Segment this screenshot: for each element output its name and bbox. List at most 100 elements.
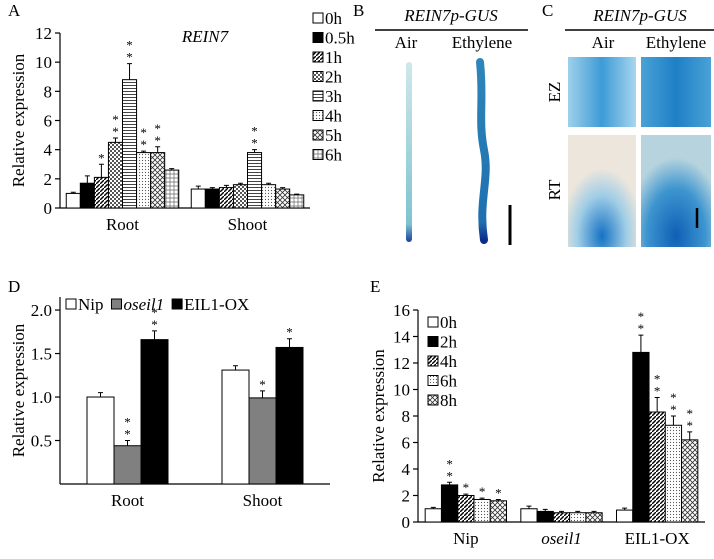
- legend-label: 8h: [440, 391, 458, 410]
- error-bar: [622, 507, 628, 511]
- bar: [275, 188, 291, 209]
- bar: [585, 512, 603, 523]
- legend-swatch: [427, 336, 439, 347]
- x-tick-label: Shoot: [243, 491, 283, 510]
- bar: [113, 445, 142, 485]
- significance-mark: **: [150, 121, 165, 145]
- x-tick-label: EIL1-OX: [625, 529, 690, 548]
- row-label: EZ: [545, 82, 564, 103]
- bar: [190, 188, 206, 209]
- y-tick-label: 12: [393, 354, 410, 373]
- error-bar: [195, 185, 201, 190]
- bar: [247, 152, 263, 209]
- micrograph: [568, 57, 636, 127]
- y-tick-label: 1.0: [31, 388, 52, 407]
- row-label: RT: [545, 179, 564, 200]
- panel-letter: E: [370, 277, 380, 296]
- panel-letter: C: [542, 1, 553, 20]
- column-label: Ethylene: [646, 33, 706, 52]
- legend-label: 4h: [440, 352, 458, 371]
- bar: [289, 194, 305, 209]
- y-tick-label: 8: [44, 82, 53, 101]
- bar: [489, 500, 507, 523]
- column-label: Ethylene: [452, 33, 512, 52]
- legend-swatch: [171, 298, 183, 310]
- error-bar: [447, 481, 453, 485]
- error-bar: [670, 415, 676, 426]
- significance-mark: **: [147, 305, 162, 329]
- error-bar: [266, 182, 272, 185]
- legend-swatch: [312, 129, 324, 141]
- significance-mark: **: [633, 309, 648, 333]
- error-bar: [152, 330, 157, 340]
- bar: [248, 397, 277, 485]
- x-tick-label: Shoot: [228, 215, 268, 234]
- significance-mark: **: [108, 112, 123, 136]
- error-bar: [287, 338, 292, 348]
- legend-swatch: [312, 90, 324, 102]
- legend-label: 0h: [440, 313, 458, 332]
- bar: [648, 411, 666, 523]
- error-bar: [260, 390, 265, 398]
- legend-label: 6h: [325, 145, 343, 164]
- significance-mark: **: [650, 371, 665, 395]
- error-bar: [98, 163, 104, 178]
- error-bar: [209, 187, 215, 190]
- error-bar: [98, 392, 103, 398]
- y-tick-label: 1.5: [31, 344, 52, 363]
- significance-mark: *: [282, 325, 297, 337]
- significance-mark: **: [442, 456, 457, 480]
- significance-mark: *: [491, 485, 506, 497]
- error-bar: [638, 334, 644, 353]
- significance-mark: **: [247, 124, 262, 148]
- bar: [164, 169, 180, 209]
- y-tick-label: 0: [44, 199, 53, 218]
- legend-swatch: [312, 71, 324, 82]
- bar: [204, 188, 220, 209]
- bar: [536, 510, 554, 523]
- bar: [569, 512, 587, 523]
- bar: [632, 351, 650, 523]
- root-image: [476, 58, 490, 244]
- bar: [440, 484, 459, 523]
- bar: [261, 184, 277, 209]
- significance-mark: **: [682, 406, 697, 430]
- legend-label: 0.5h: [325, 28, 355, 47]
- chart-title: REIN7: [181, 27, 230, 46]
- legend-label: 5h: [325, 126, 343, 145]
- significance-mark: **: [120, 415, 135, 439]
- legend-label: oseil1: [124, 295, 165, 314]
- error-bar: [233, 365, 238, 371]
- legend-swatch: [312, 32, 324, 43]
- y-tick-label: 14: [393, 327, 411, 346]
- root-image: [406, 62, 412, 242]
- error-bar: [526, 505, 532, 509]
- legend-label: 3h: [325, 87, 343, 106]
- legend-label: Nip: [78, 295, 104, 314]
- legend-swatch: [111, 298, 122, 310]
- bar: [232, 184, 248, 209]
- error-bar: [237, 182, 243, 185]
- error-bar: [169, 168, 175, 171]
- bar: [150, 152, 166, 209]
- bar: [552, 512, 571, 523]
- bar: [93, 176, 109, 209]
- legend-swatch: [427, 394, 439, 406]
- bar: [473, 498, 491, 523]
- y-tick-label: 4: [44, 141, 53, 160]
- x-tick-label: Nip: [453, 529, 479, 548]
- legend-label: EIL1-OX: [184, 295, 249, 314]
- significance-mark: *: [458, 480, 473, 492]
- legend-swatch: [312, 51, 324, 63]
- y-tick-label: 2.0: [31, 301, 52, 320]
- legend-swatch: [427, 355, 439, 367]
- image-title: REIN7p-GUS: [403, 6, 498, 25]
- bar: [520, 508, 538, 523]
- column-label: Air: [592, 33, 615, 52]
- x-tick-label: oseil1: [541, 529, 582, 548]
- y-tick-label: 2: [44, 170, 53, 189]
- column-label: Air: [395, 33, 418, 52]
- bar: [140, 339, 169, 485]
- y-tick-label: 0.5: [31, 431, 52, 450]
- legend-swatch: [427, 316, 439, 328]
